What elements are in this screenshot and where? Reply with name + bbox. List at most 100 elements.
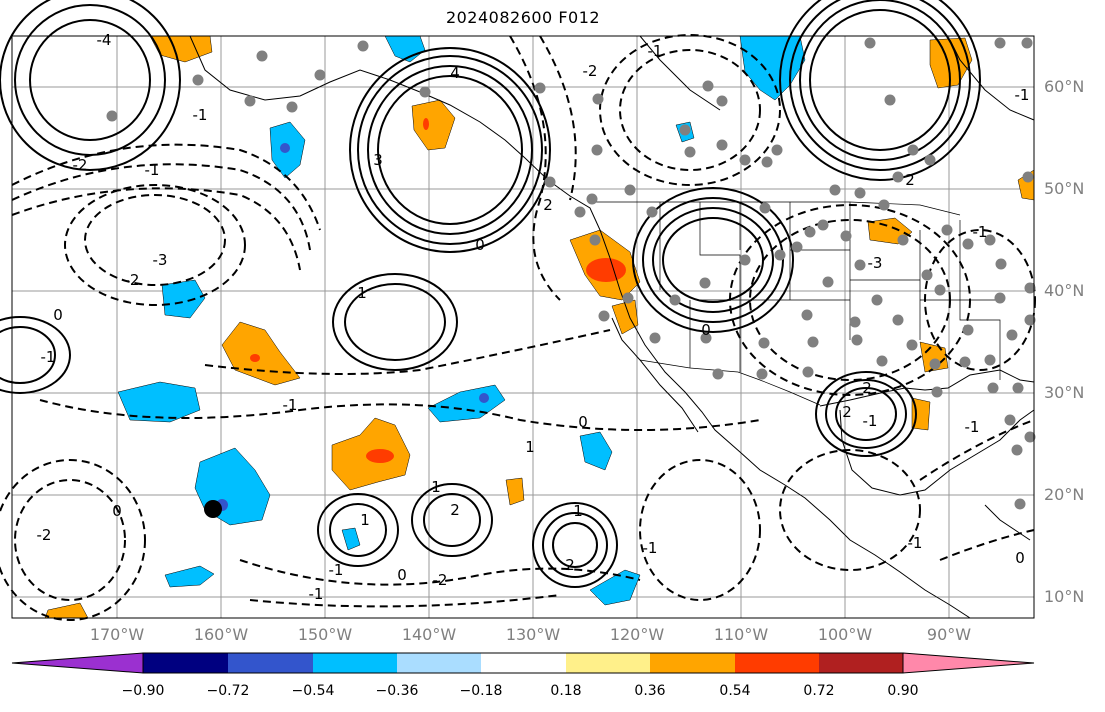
fill-blob-orange	[411, 99, 456, 151]
station-dot	[771, 144, 783, 156]
contour-label: -1	[965, 418, 980, 436]
station-dot	[962, 324, 974, 336]
station-dot	[995, 258, 1007, 270]
anomaly-fills	[44, 35, 1035, 619]
station-dot	[1024, 431, 1036, 443]
station-dot	[534, 82, 546, 94]
fill-blob-blue	[341, 527, 361, 551]
lon-label: 130°W	[505, 625, 561, 644]
fill-blob-blue	[164, 565, 215, 588]
colorbar-tick-label: 0.54	[719, 683, 751, 699]
colorbar-tick-label: 0.90	[887, 683, 919, 699]
station-dot	[807, 336, 819, 348]
colorbar-extend-high	[902, 652, 1035, 674]
lat-label: 50°N	[1044, 179, 1085, 198]
fill-blob-blue	[579, 431, 613, 471]
contour-label: -2	[37, 526, 52, 544]
fill-core-red	[586, 258, 626, 282]
station-dot	[712, 368, 724, 380]
contour-label: 1	[357, 284, 367, 302]
station-dot	[897, 234, 909, 246]
colorbar-segment	[819, 653, 903, 673]
station-dot	[699, 277, 711, 289]
station-dot	[804, 226, 816, 238]
graticule	[12, 36, 1034, 618]
station-dot	[419, 86, 431, 98]
station-dot	[684, 146, 696, 158]
contour-label: 2	[842, 403, 852, 421]
contour-label: 2	[565, 556, 575, 574]
contour-label: -2	[433, 571, 448, 589]
contour-label: -2	[125, 271, 140, 289]
contour-label: 2	[862, 379, 872, 397]
colorbar-segment	[313, 653, 397, 673]
fill-core-red	[366, 449, 394, 463]
contour-label: -1	[973, 223, 988, 241]
contour-label: 0	[578, 413, 588, 431]
contour-label: -1	[643, 539, 658, 557]
station-dot	[1011, 444, 1023, 456]
station-dot	[962, 238, 974, 250]
fill-blob-orange	[911, 397, 931, 431]
lon-label: 140°W	[401, 625, 457, 644]
station-dot	[934, 284, 946, 296]
contour-label: -1	[145, 161, 160, 179]
station-dot	[1022, 171, 1034, 183]
lat-label: 30°N	[1044, 383, 1085, 402]
station-dot	[1012, 382, 1024, 394]
station-dot	[864, 37, 876, 49]
station-dot	[941, 224, 953, 236]
lat-label: 20°N	[1044, 485, 1085, 504]
lat-label: 60°N	[1044, 77, 1085, 96]
station-dot	[192, 74, 204, 86]
station-dot	[244, 95, 256, 107]
contour-label: -2	[583, 62, 598, 80]
colorbar-segment	[397, 653, 481, 673]
station-dot	[716, 139, 728, 151]
station-dot	[574, 206, 586, 218]
station-dot	[931, 386, 943, 398]
contour-label: 0	[701, 321, 711, 339]
contour-label: 0	[53, 306, 63, 324]
contour-label: -1	[648, 42, 663, 60]
station-dot	[649, 332, 661, 344]
station-dot	[646, 206, 658, 218]
station-dot	[598, 310, 610, 322]
colorbar-segment	[481, 653, 566, 673]
colorbar-segment	[735, 653, 819, 673]
contour-label: 2	[450, 501, 460, 519]
fill-core-purple	[479, 393, 489, 403]
station-dot	[924, 154, 936, 166]
contour-label: -1	[193, 106, 208, 124]
lat-label: 10°N	[1044, 587, 1085, 606]
station-dot	[984, 234, 996, 246]
fill-blob-blue	[117, 381, 201, 423]
station-dot	[669, 294, 681, 306]
colorbar-tick-label: −0.36	[375, 683, 419, 699]
station-dot	[849, 316, 861, 328]
map-panel: -4-2 -1-3-20-1134-1-202-110-2-1-1-1210-32…	[0, 0, 1036, 621]
contour-label: -1	[41, 348, 56, 366]
colorbar-segment	[228, 653, 313, 673]
fill-blob-blue	[589, 569, 641, 606]
contour-label: 2	[543, 196, 553, 214]
contour-label: 1	[525, 438, 535, 456]
station-dot	[906, 339, 918, 351]
fill-blob-orange	[221, 321, 301, 386]
colorbar-tick-label: −0.90	[121, 683, 165, 699]
storm-marker	[204, 500, 222, 518]
fill-blob-orange	[505, 477, 525, 506]
station-dot	[774, 249, 786, 261]
lon-label: 150°W	[297, 625, 353, 644]
colorbar-segment	[650, 653, 735, 673]
contour-labels: -4-2 -1-3-20-1134-1-202-110-2-1-1-1210-32…	[37, 31, 1030, 603]
colorbar-tick-label: −0.18	[459, 683, 503, 699]
station-dot	[921, 269, 933, 281]
contour-label: -3	[153, 251, 168, 269]
colorbar-tick-label: −0.72	[206, 683, 250, 699]
station-dot	[884, 94, 896, 106]
station-dot	[592, 93, 604, 105]
station-dot	[106, 110, 118, 122]
station-dot	[876, 355, 888, 367]
